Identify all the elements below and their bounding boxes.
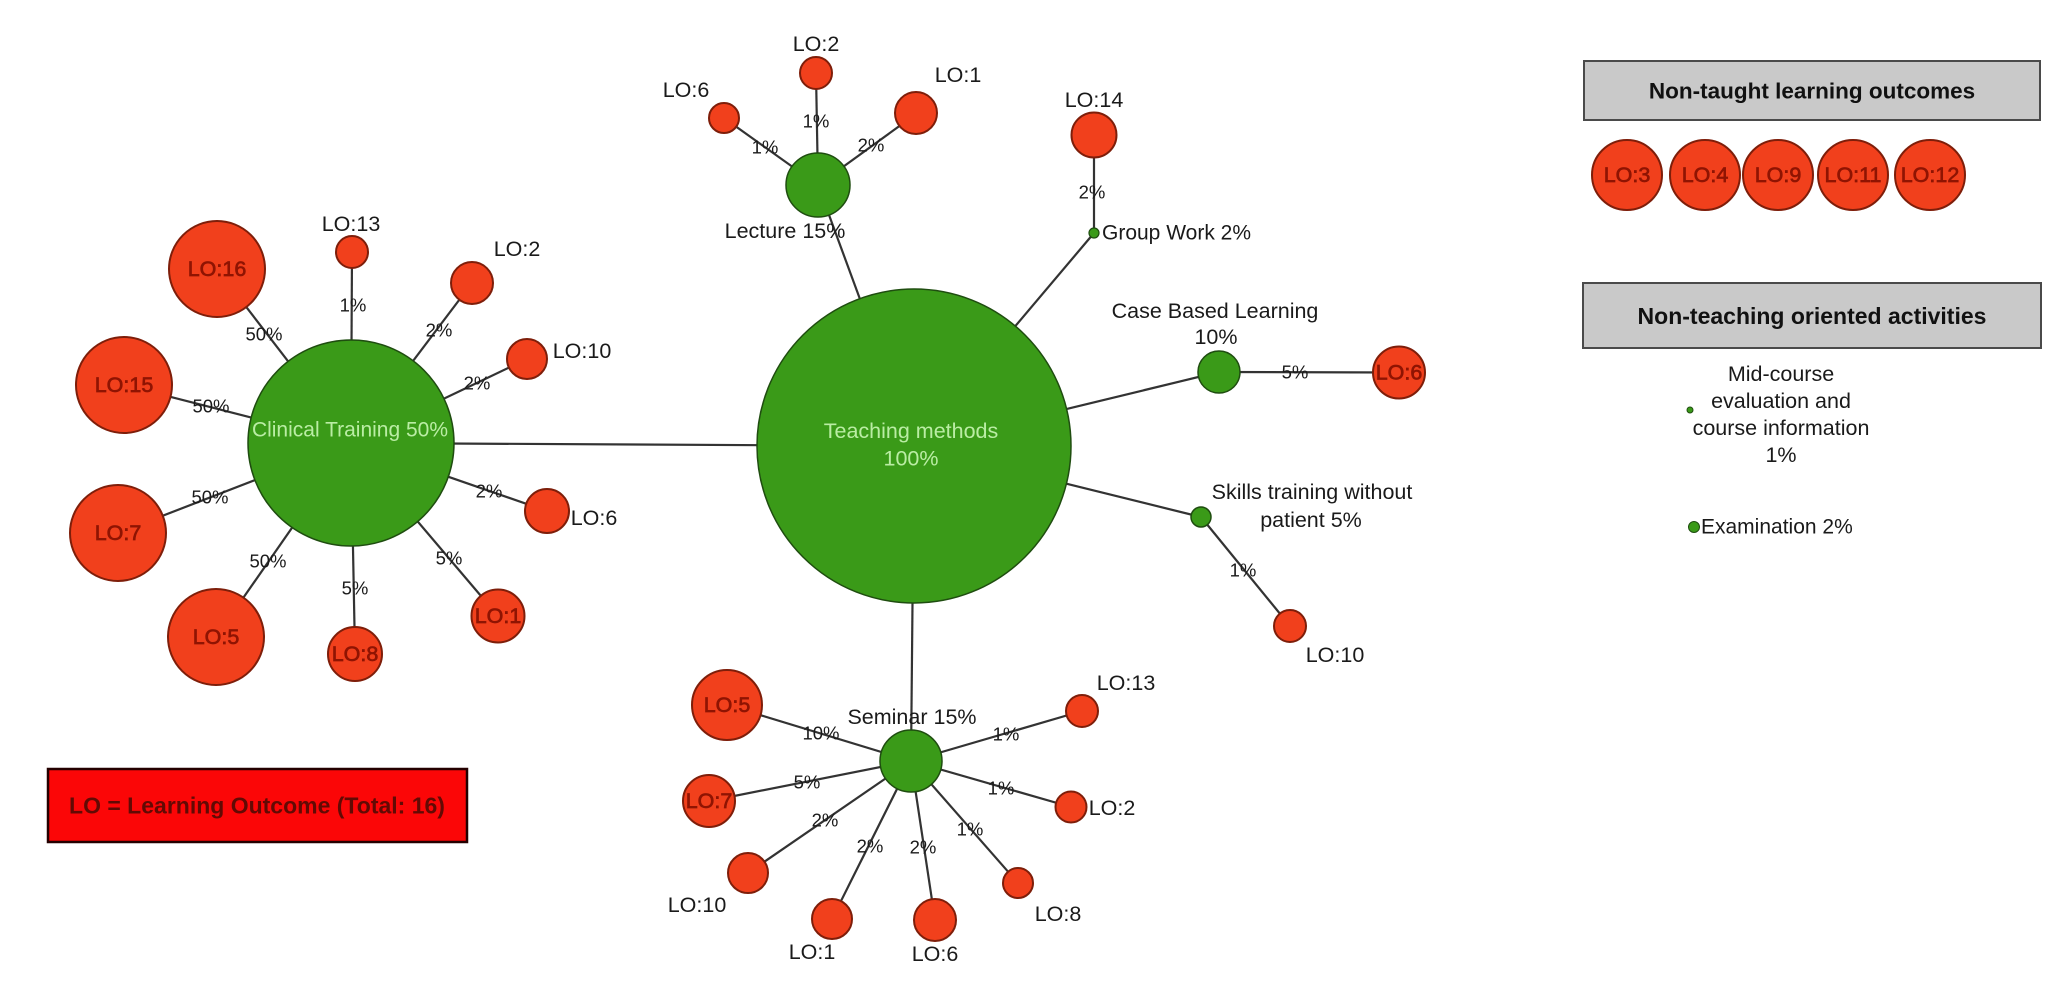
svg-text:LO:8: LO:8 bbox=[332, 642, 379, 666]
svg-text:2%: 2% bbox=[464, 373, 491, 394]
svg-text:1%: 1% bbox=[803, 111, 830, 132]
svg-text:LO:13: LO:13 bbox=[1097, 671, 1156, 695]
svg-text:1%: 1% bbox=[340, 295, 367, 316]
svg-text:1%: 1% bbox=[988, 778, 1015, 799]
svg-text:5%: 5% bbox=[436, 548, 463, 569]
svg-text:LO:9: LO:9 bbox=[1755, 163, 1802, 187]
svg-text:100%: 100% bbox=[884, 447, 939, 471]
svg-text:50%: 50% bbox=[245, 324, 282, 345]
svg-text:evaluation and: evaluation and bbox=[1711, 389, 1851, 413]
svg-text:LO:3: LO:3 bbox=[1604, 163, 1651, 187]
svg-text:Teaching methods: Teaching methods bbox=[824, 419, 999, 443]
svg-text:1%: 1% bbox=[752, 137, 779, 158]
svg-text:Group Work 2%: Group Work 2% bbox=[1102, 222, 1251, 245]
svg-text:10%: 10% bbox=[1194, 325, 1237, 349]
svg-text:LO:13: LO:13 bbox=[322, 212, 381, 236]
svg-text:LO:6: LO:6 bbox=[912, 942, 959, 966]
svg-text:LO:14: LO:14 bbox=[1065, 88, 1124, 112]
svg-text:50%: 50% bbox=[192, 396, 229, 417]
svg-text:LO:8: LO:8 bbox=[1035, 902, 1082, 926]
svg-text:LO:11: LO:11 bbox=[1825, 163, 1882, 187]
svg-text:50%: 50% bbox=[249, 551, 286, 572]
svg-text:50%: 50% bbox=[191, 487, 228, 508]
svg-text:2%: 2% bbox=[857, 836, 884, 857]
svg-text:Mid-course: Mid-course bbox=[1728, 362, 1834, 386]
svg-text:1%: 1% bbox=[993, 724, 1020, 745]
svg-text:LO:5: LO:5 bbox=[704, 693, 751, 717]
svg-text:Non-teaching oriented activiti: Non-teaching oriented activities bbox=[1638, 303, 1987, 329]
svg-text:Lecture 15%: Lecture 15% bbox=[725, 219, 846, 243]
svg-text:2%: 2% bbox=[858, 135, 885, 156]
svg-text:2%: 2% bbox=[426, 320, 453, 341]
svg-text:1%: 1% bbox=[1230, 560, 1257, 581]
svg-text:Case Based Learning: Case Based Learning bbox=[1112, 299, 1319, 323]
svg-text:LO:6: LO:6 bbox=[663, 78, 710, 102]
svg-text:LO:15: LO:15 bbox=[95, 373, 154, 397]
svg-text:2%: 2% bbox=[476, 481, 503, 502]
svg-text:LO:2: LO:2 bbox=[494, 237, 541, 261]
svg-text:LO:7: LO:7 bbox=[686, 789, 733, 813]
svg-text:10%: 10% bbox=[802, 723, 839, 744]
svg-text:LO:5: LO:5 bbox=[193, 625, 240, 649]
svg-text:LO:6: LO:6 bbox=[571, 506, 618, 530]
svg-text:LO:16: LO:16 bbox=[188, 257, 247, 281]
svg-text:LO = Learning Outcome (Total:: LO = Learning Outcome (Total: 16) bbox=[69, 793, 445, 819]
svg-text:course information: course information bbox=[1693, 416, 1870, 440]
svg-text:LO:6: LO:6 bbox=[1376, 361, 1423, 385]
svg-text:LO:4: LO:4 bbox=[1682, 163, 1729, 187]
svg-text:5%: 5% bbox=[342, 578, 369, 599]
svg-text:LO:2: LO:2 bbox=[793, 32, 840, 56]
svg-text:2%: 2% bbox=[910, 837, 937, 858]
svg-text:LO:12: LO:12 bbox=[1901, 163, 1960, 187]
svg-text:LO:1: LO:1 bbox=[935, 63, 982, 87]
svg-text:LO:1: LO:1 bbox=[475, 604, 522, 628]
svg-text:Skills training without: Skills training without bbox=[1212, 480, 1413, 504]
svg-text:1%: 1% bbox=[1765, 443, 1796, 467]
svg-text:Non-taught learning outcomes: Non-taught learning outcomes bbox=[1649, 79, 1975, 104]
svg-text:LO:10: LO:10 bbox=[1306, 643, 1365, 667]
svg-text:1%: 1% bbox=[957, 819, 984, 840]
svg-text:2%: 2% bbox=[1079, 182, 1106, 203]
svg-text:Examination 2%: Examination 2% bbox=[1701, 516, 1853, 539]
svg-text:LO:7: LO:7 bbox=[95, 521, 142, 545]
svg-text:5%: 5% bbox=[794, 772, 821, 793]
svg-text:patient 5%: patient 5% bbox=[1260, 508, 1362, 532]
svg-text:Clinical Training 50%: Clinical Training 50% bbox=[252, 419, 448, 442]
svg-text:2%: 2% bbox=[812, 810, 839, 831]
svg-text:LO:10: LO:10 bbox=[553, 339, 612, 363]
svg-text:LO:1: LO:1 bbox=[789, 940, 836, 964]
svg-text:Seminar 15%: Seminar 15% bbox=[847, 705, 976, 729]
svg-text:5%: 5% bbox=[1282, 362, 1309, 383]
svg-text:LO:2: LO:2 bbox=[1089, 796, 1136, 820]
svg-text:LO:10: LO:10 bbox=[668, 893, 727, 917]
